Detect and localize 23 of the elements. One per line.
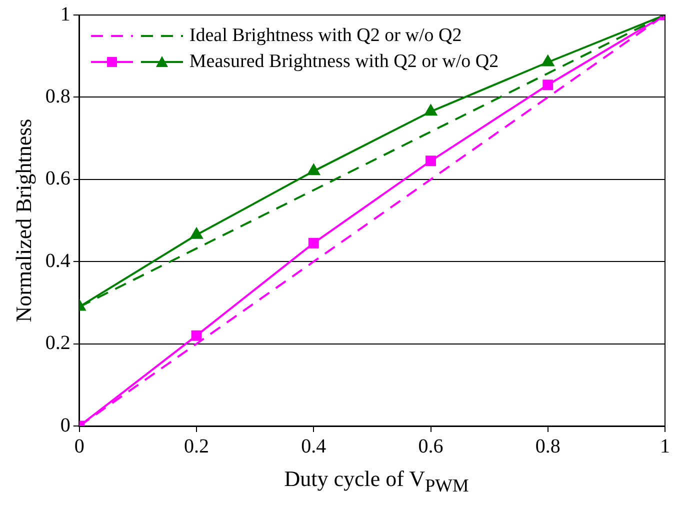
y-tick-label: 1 <box>60 3 70 26</box>
point <box>307 164 320 176</box>
y-tick-label: 0 <box>60 414 70 436</box>
y-tick-label: 0.4 <box>45 250 70 272</box>
x-tick-label: 1 <box>660 435 670 458</box>
y-tick-label: 0.8 <box>45 85 70 108</box>
point <box>190 228 203 239</box>
x-tick-label: 0 <box>74 435 84 458</box>
y-axis-title: Normalized Brightness <box>10 118 36 322</box>
point <box>424 104 437 116</box>
point <box>542 55 554 66</box>
x-tick-label: 0.2 <box>184 435 210 458</box>
x-tick-label: 0.4 <box>301 435 326 458</box>
y-tick-label: 0.2 <box>45 332 70 354</box>
y-tick-label: 0.6 <box>45 168 70 190</box>
x-tick-label: 0.8 <box>535 435 560 458</box>
point <box>542 80 554 90</box>
legend-label: Measured Brightness with Q2 or w/o Q2 <box>189 50 499 74</box>
legend-label: Ideal Brightness with Q2 or w/o Q2 <box>189 24 462 48</box>
point <box>308 238 319 248</box>
x-axis-title: Duty cycle of V$_{PWM}$ <box>283 466 470 496</box>
point <box>426 156 436 166</box>
x-tick-label: 0.6 <box>418 435 444 458</box>
